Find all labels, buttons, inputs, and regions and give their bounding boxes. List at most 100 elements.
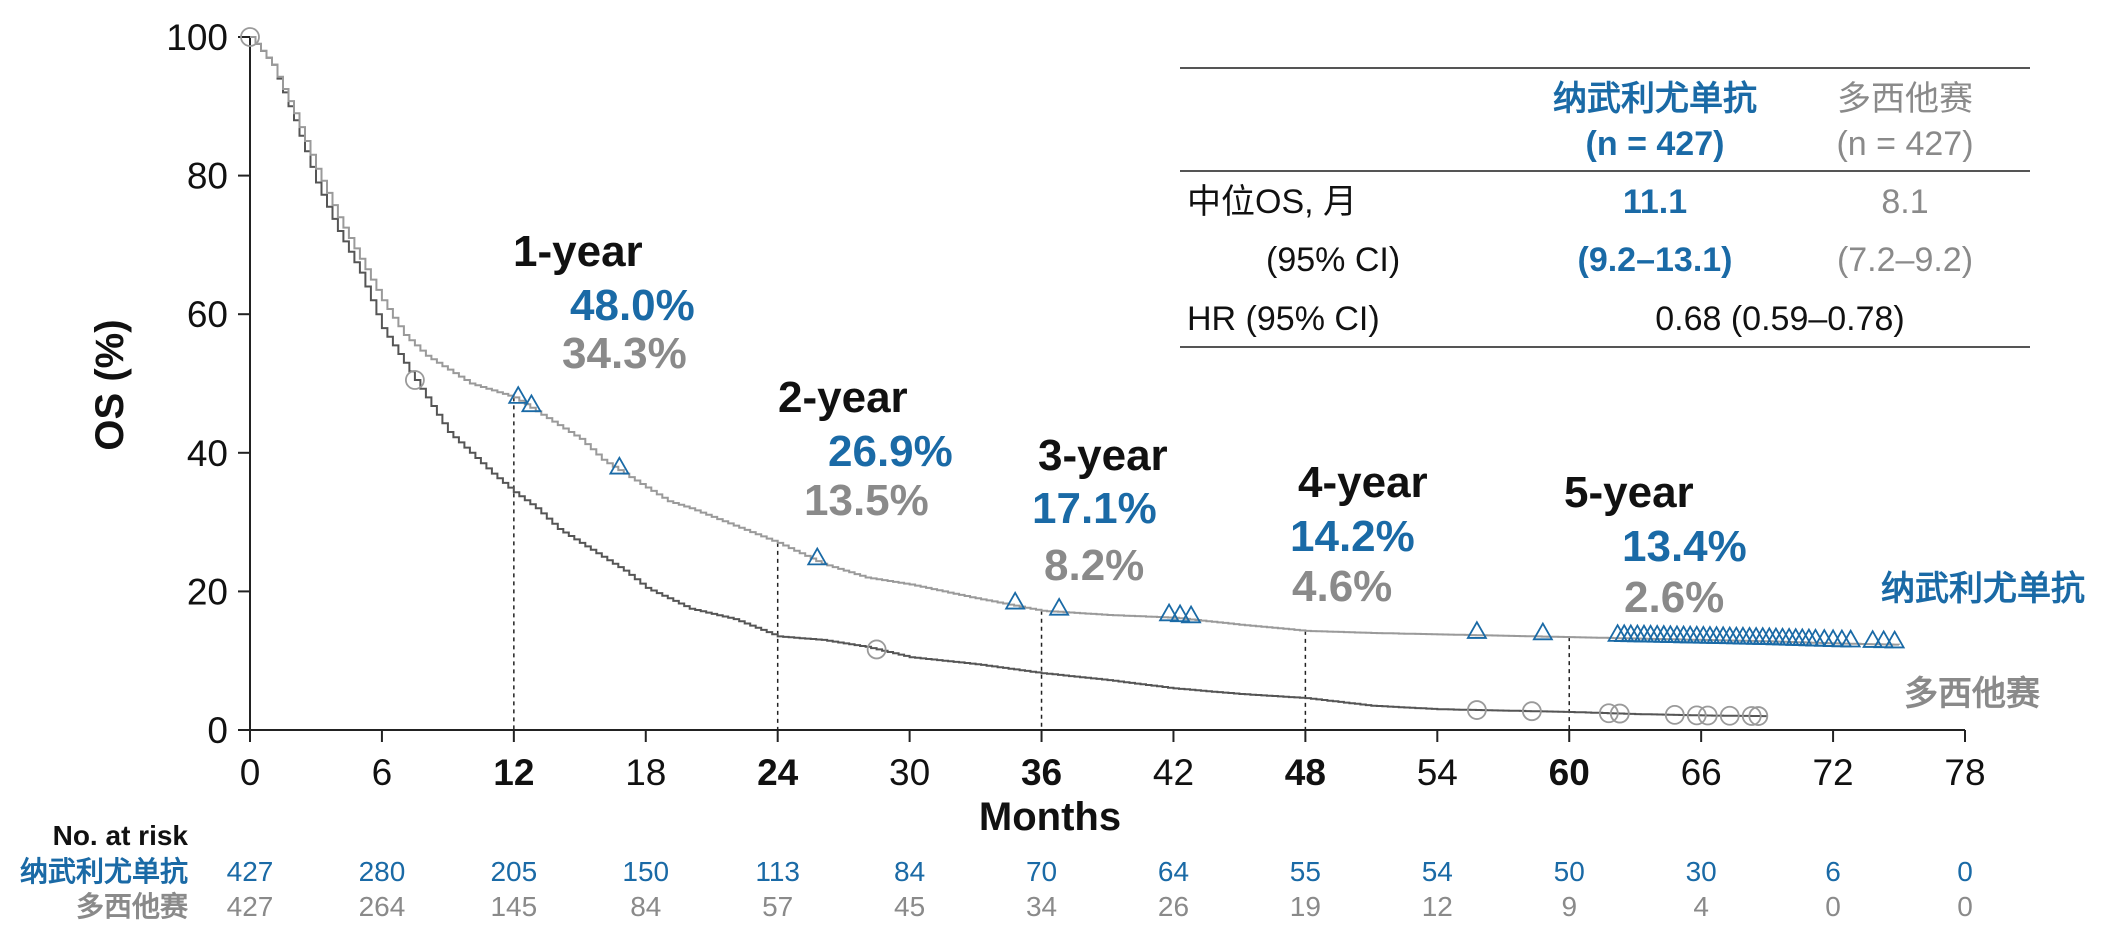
- risk-row-docetaxel: 427 264 145 84 57 45 34 26 19 12 9 4 0 0: [227, 891, 1973, 922]
- risk-value: 45: [894, 891, 925, 922]
- censor-triangle: [1004, 591, 1026, 610]
- censor-circle: [1521, 701, 1542, 722]
- x-ticks: 0 6 12 18 24 30 36 42 48 54 60 66 72 78: [240, 730, 1986, 793]
- milestone-3y-gray: 8.2%: [1044, 541, 1144, 590]
- x-tick-label: 6: [372, 752, 393, 793]
- series-line-docetaxel: [250, 36, 1768, 718]
- risk-value: 57: [762, 891, 793, 922]
- x-tick-label: 60: [1549, 752, 1590, 793]
- risk-value: 264: [359, 891, 406, 922]
- y-tick-label: 100: [166, 17, 228, 58]
- censor-triangle: [520, 393, 542, 413]
- milestone-2y-blue: 26.9%: [828, 427, 953, 476]
- risk-value: 26: [1158, 891, 1189, 922]
- milestone-2y-label: 2-year: [778, 373, 908, 422]
- risk-value: 64: [1158, 856, 1189, 887]
- milestone-1y-label: 1-year: [513, 227, 643, 276]
- risk-value: 280: [359, 856, 406, 887]
- risk-label-docetaxel: 多西他赛: [76, 890, 189, 922]
- table-row1-docetaxel: 8.1: [1881, 183, 1928, 221]
- censor-triangle: [1158, 602, 1180, 622]
- risk-value: 9: [1561, 891, 1577, 922]
- risk-value: 4: [1693, 891, 1709, 922]
- risk-value: 84: [630, 891, 661, 922]
- table-row2-label: (95% CI): [1266, 241, 1400, 279]
- censor-circle: [1748, 706, 1769, 726]
- censor-circle: [1598, 703, 1619, 724]
- risk-value: 12: [1422, 891, 1453, 922]
- censor-marks-nivolumab: [507, 385, 1906, 649]
- milestone-4y-label: 4-year: [1298, 458, 1428, 507]
- milestone-2y-gray: 13.5%: [804, 476, 929, 525]
- censor-circle: [1697, 705, 1718, 726]
- risk-value: 145: [490, 891, 537, 922]
- table-col-nivolumab: 纳武利尤单抗: [1553, 79, 1757, 118]
- milestone-4y-blue: 14.2%: [1290, 512, 1415, 561]
- risk-header: No. at risk: [53, 820, 189, 851]
- table-col-nivolumab-n: (n = 427): [1586, 125, 1725, 163]
- censor-circle: [1686, 705, 1707, 726]
- censor-triangle: [1180, 604, 1202, 624]
- x-tick-label: 42: [1153, 752, 1194, 793]
- risk-value: 54: [1422, 856, 1453, 887]
- censor-circle: [1741, 706, 1762, 726]
- x-tick-label: 0: [240, 752, 261, 793]
- y-tick-label: 80: [187, 156, 228, 197]
- risk-value: 6: [1825, 856, 1841, 887]
- x-tick-label: 48: [1285, 752, 1326, 793]
- risk-value: 70: [1026, 856, 1057, 887]
- risk-value: 55: [1290, 856, 1321, 887]
- table-col-docetaxel: 多西他赛: [1837, 80, 1973, 118]
- risk-value: 34: [1026, 891, 1057, 922]
- table-row2-nivolumab: (9.2–13.1): [1578, 241, 1733, 279]
- y-tick-label: 20: [187, 571, 228, 612]
- censor-circle: [1664, 704, 1685, 725]
- x-tick-label: 66: [1681, 752, 1722, 793]
- x-tick-label: 24: [757, 752, 799, 793]
- risk-value: 0: [1825, 891, 1841, 922]
- milestone-5y-gray: 2.6%: [1624, 573, 1724, 622]
- risk-label-nivolumab: 纳武利尤单抗: [20, 855, 188, 887]
- censor-circle: [405, 370, 425, 390]
- risk-value: 19: [1290, 891, 1321, 922]
- y-tick-label: 0: [207, 710, 228, 751]
- y-tick-label: 60: [187, 294, 228, 335]
- risk-value: 84: [894, 856, 925, 887]
- censor-triangle: [1840, 628, 1862, 648]
- censor-triangle: [1862, 629, 1884, 648]
- x-tick-label: 18: [625, 752, 666, 793]
- x-tick-label: 78: [1944, 752, 1985, 793]
- censor-circle: [1466, 700, 1487, 720]
- milestone-lines: [513, 397, 1570, 730]
- table-row2-docetaxel: (7.2–9.2): [1837, 241, 1973, 279]
- milestone-5y-label: 5-year: [1564, 468, 1694, 517]
- risk-value: 427: [227, 856, 274, 887]
- risk-row-nivolumab: 427 280 205 150 113 84 70 64 55 54 50 30 6 0: [227, 856, 1973, 887]
- risk-value: 50: [1554, 856, 1585, 887]
- y-ticks: 0 20 40 60 80 100: [166, 17, 250, 751]
- y-axis-title: OS (%): [88, 319, 132, 450]
- table-row1-label: 中位OS, 月: [1187, 183, 1357, 221]
- milestone-1y-blue: 48.0%: [570, 281, 695, 330]
- censor-circle: [1719, 705, 1740, 726]
- censor-triangle: [1873, 629, 1895, 649]
- censor-circle: [866, 639, 887, 660]
- milestone-4y-gray: 4.6%: [1292, 562, 1392, 611]
- risk-value: 0: [1957, 891, 1973, 922]
- milestone-1y-gray: 34.3%: [562, 329, 687, 378]
- censor-triangle: [1048, 597, 1070, 616]
- x-axis-title: Months: [979, 795, 1121, 839]
- censor-circle: [240, 27, 260, 47]
- milestone-5y-blue: 13.4%: [1622, 522, 1747, 571]
- table-col-docetaxel-n: (n = 427): [1836, 125, 1973, 163]
- censor-triangle: [608, 456, 630, 475]
- x-tick-label: 54: [1417, 752, 1458, 793]
- series-label-nivolumab: 纳武利尤单抗: [1881, 569, 2085, 608]
- table-row3-label: HR (95% CI): [1187, 300, 1380, 338]
- risk-value: 113: [755, 856, 800, 887]
- x-tick-label: 30: [889, 752, 930, 793]
- x-tick-label: 72: [1812, 752, 1853, 793]
- risk-value: 30: [1686, 856, 1717, 887]
- x-tick-label: 36: [1021, 752, 1062, 793]
